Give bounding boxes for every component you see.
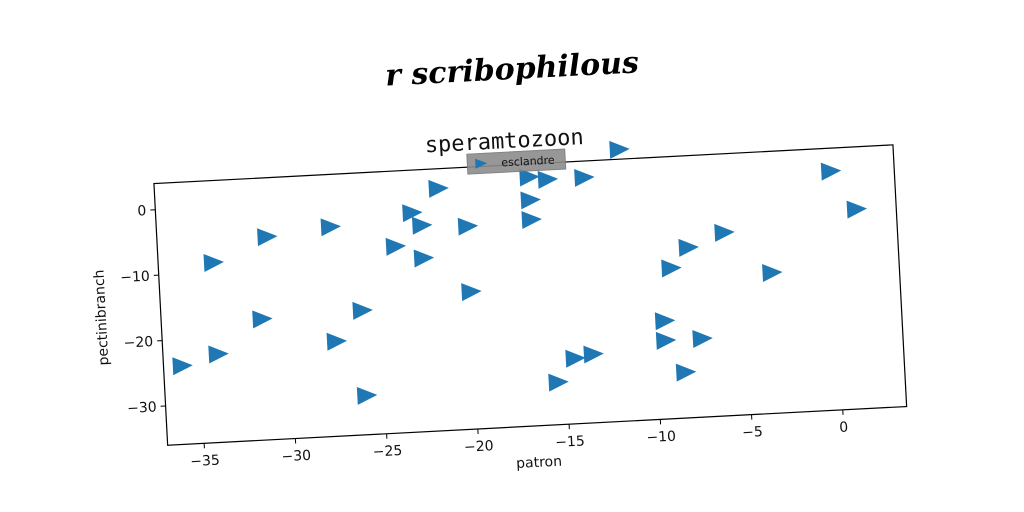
x-tick-label: −15 — [555, 433, 585, 451]
data-point-marker — [257, 228, 278, 247]
data-point-marker — [326, 332, 348, 351]
data-point-marker — [692, 330, 713, 348]
x-tick-label: −5 — [742, 424, 763, 441]
data-point-marker — [655, 331, 677, 350]
y-tick-label: −10 — [120, 269, 150, 287]
data-point-marker — [385, 237, 407, 256]
data-point-marker — [428, 179, 449, 198]
data-point-marker — [413, 249, 435, 268]
data-point-marker — [678, 238, 699, 257]
y-axis-ticks: 0 −10 −20 −30 — [120, 203, 166, 417]
data-point-marker — [583, 345, 604, 364]
data-point-marker — [520, 191, 541, 210]
data-point-marker — [654, 312, 676, 331]
x-tick-label: 0 — [839, 420, 849, 436]
data-point-marker — [461, 283, 482, 302]
data-point-marker — [356, 386, 378, 405]
x-axis-label: patron — [516, 454, 563, 472]
data-point-marker — [714, 223, 735, 242]
x-tick-label: −25 — [372, 443, 402, 461]
x-tick-label: −20 — [464, 438, 494, 456]
legend-box — [466, 148, 567, 175]
data-point-marker — [172, 357, 193, 376]
data-point-marker — [521, 211, 542, 230]
legend-label: esclandre — [501, 154, 555, 170]
data-point-marker — [208, 345, 229, 364]
data-point-marker — [252, 310, 273, 329]
data-point-marker — [565, 349, 586, 368]
data-point-marker — [820, 162, 842, 181]
y-tick-label: −30 — [127, 399, 157, 417]
legend: esclandre — [466, 148, 567, 175]
data-point-marker — [320, 218, 342, 237]
y-axis-label: pectinibranch — [91, 269, 112, 366]
x-tick-label: −10 — [646, 429, 676, 447]
data-point-marker — [519, 168, 540, 187]
plot-area — [153, 144, 908, 446]
data-point-marker — [548, 373, 569, 392]
data-point-marker — [352, 301, 373, 320]
data-point-marker — [402, 204, 423, 223]
data-point-marker — [609, 140, 630, 159]
data-point-marker — [675, 363, 697, 382]
legend-marker-icon — [475, 158, 488, 169]
x-tick-label: −30 — [281, 448, 311, 466]
data-point-marker — [574, 168, 595, 187]
x-tick-label: −35 — [190, 453, 220, 471]
data-point-marker — [457, 217, 479, 236]
data-point-marker — [846, 200, 868, 219]
data-point-marker — [411, 216, 433, 235]
x-axis-ticks: −35 −30 −25 −20 −15 −10 −5 0 — [190, 409, 849, 471]
data-points — [172, 140, 868, 405]
data-point-marker — [661, 259, 682, 278]
data-point-marker — [203, 253, 224, 272]
y-tick-label: −20 — [123, 334, 153, 352]
y-tick-label: 0 — [137, 203, 147, 219]
data-point-marker — [537, 170, 559, 189]
data-point-marker — [762, 264, 783, 283]
